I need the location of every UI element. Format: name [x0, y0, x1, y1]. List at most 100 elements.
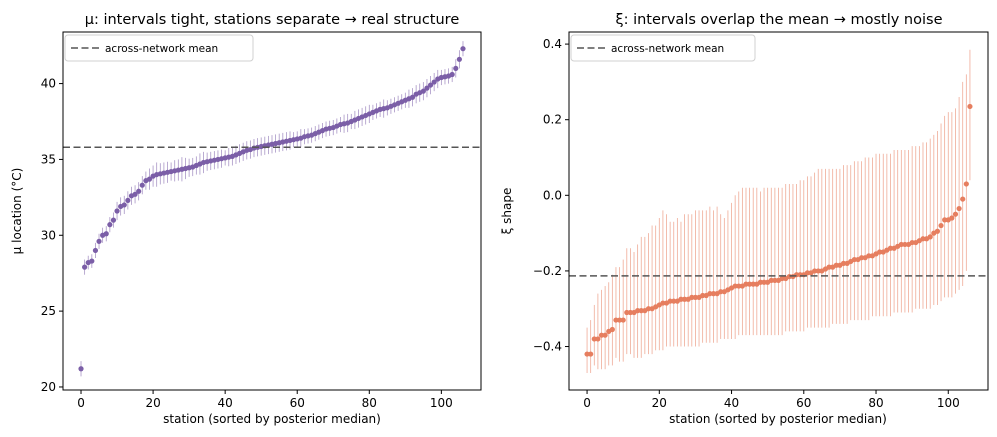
mu-point — [89, 258, 95, 264]
xi-point — [815, 268, 821, 274]
xi-point — [938, 222, 944, 229]
xi-point — [638, 308, 644, 314]
xi-point — [681, 296, 688, 302]
xi-point — [949, 215, 955, 221]
xi-y-tick-label: 0.0 — [543, 188, 562, 202]
xi-error-bars — [586, 49, 971, 373]
mu-point — [82, 264, 88, 270]
mu-y-tick-label: 25 — [41, 304, 56, 318]
xi-point — [616, 317, 623, 323]
xi-point — [732, 283, 738, 289]
xi-point — [840, 260, 847, 266]
mu-point — [107, 222, 113, 228]
xi-points — [584, 103, 973, 357]
xi-point — [902, 241, 908, 248]
xi-x-tick-label: 60 — [796, 396, 811, 410]
mu-point — [146, 176, 153, 182]
xi-x-ticks: 0 20 40 60 80 100 — [583, 390, 960, 410]
xi-point — [960, 196, 966, 202]
mu-point — [409, 94, 416, 100]
xi-point — [667, 298, 673, 304]
mu-x-tick-label: 100 — [430, 396, 453, 410]
xi-point — [757, 279, 764, 285]
mu-point — [121, 202, 127, 208]
xi-y-tick-label: 0.4 — [543, 37, 562, 51]
xi-point — [772, 277, 778, 283]
mu-x-tick-label: 20 — [145, 396, 160, 410]
xi-y-tick-label: 0.2 — [543, 113, 562, 127]
xi-point — [700, 292, 706, 299]
xi-point — [609, 326, 615, 333]
xi-point — [826, 264, 832, 270]
mu-legend: across-network mean — [64, 34, 254, 62]
mu-point — [92, 247, 99, 254]
mu-point — [110, 217, 117, 223]
mu-y-tick-label: 40 — [41, 77, 56, 91]
mu-chart-title: μ: intervals tight, stations separate → … — [85, 12, 460, 28]
mu-point — [424, 85, 430, 91]
mu-point — [125, 197, 131, 203]
xi-point — [635, 308, 641, 314]
mu-y-tick-label: 35 — [41, 152, 56, 166]
mu-x-tick-label: 40 — [218, 396, 233, 410]
xi-point — [956, 205, 962, 212]
mu-point — [456, 56, 462, 62]
xi-legend-box — [570, 34, 756, 62]
mu-legend-box — [64, 34, 254, 62]
mu-plot-frame — [62, 31, 482, 391]
xi-point — [660, 300, 666, 306]
xi-x-tick-label: 100 — [937, 396, 960, 410]
xi-point — [851, 256, 857, 263]
xi-point — [718, 289, 724, 295]
xi-x-axis-label: station (sorted by posterior median) — [669, 412, 887, 426]
xi-point — [967, 103, 973, 110]
mu-point — [96, 238, 102, 244]
xi-point — [812, 268, 818, 274]
mu-point — [427, 82, 434, 88]
xi-point — [909, 239, 915, 246]
mu-point — [453, 65, 459, 72]
mu-error-bars — [80, 41, 464, 377]
xi-point — [736, 283, 742, 289]
xi-y-tick-label: −0.4 — [533, 340, 562, 354]
xi-point — [678, 296, 684, 302]
mu-y-tick-label: 30 — [41, 228, 56, 242]
xi-point — [671, 298, 677, 304]
mu-point — [114, 208, 120, 214]
xi-point — [898, 241, 904, 248]
xi-point — [920, 236, 926, 242]
mu-point — [103, 231, 109, 237]
xi-panel: ξ: intervals overlap the mean → mostly n… — [500, 12, 989, 426]
xi-point — [602, 332, 608, 338]
mu-point — [431, 79, 437, 85]
mu-point — [132, 191, 138, 197]
xi-point — [689, 294, 695, 300]
xi-point — [887, 245, 894, 251]
xi-point — [588, 351, 594, 357]
xi-point — [877, 249, 883, 255]
xi-point — [624, 309, 630, 316]
xi-x-tick-label: 80 — [868, 396, 883, 410]
mu-point — [420, 88, 426, 94]
xi-point — [942, 217, 948, 223]
xi-legend-label: across-network mean — [611, 43, 724, 55]
mu-y-axis-label: μ location (°C) — [10, 168, 24, 255]
xi-point — [750, 281, 756, 287]
xi-point — [934, 228, 941, 234]
xi-point — [858, 255, 865, 261]
mu-panel: μ: intervals tight, stations separate → … — [10, 12, 482, 426]
xi-point — [761, 279, 767, 285]
mu-points — [78, 46, 466, 372]
xi-y-axis-label: ξ shape — [500, 188, 514, 235]
xi-point — [743, 281, 749, 287]
xi-x-tick-label: 40 — [724, 396, 739, 410]
mu-x-ticks: 0 20 40 60 80 100 — [77, 390, 453, 410]
xi-point — [595, 336, 601, 342]
xi-chart-title: ξ: intervals overlap the mean → mostly n… — [615, 12, 942, 28]
xi-point — [833, 262, 839, 268]
xi-plot-frame — [568, 31, 989, 391]
xi-point — [645, 306, 652, 312]
xi-point — [927, 234, 933, 240]
xi-x-tick-label: 0 — [583, 396, 591, 410]
xi-y-tick-label: −0.2 — [533, 264, 562, 278]
